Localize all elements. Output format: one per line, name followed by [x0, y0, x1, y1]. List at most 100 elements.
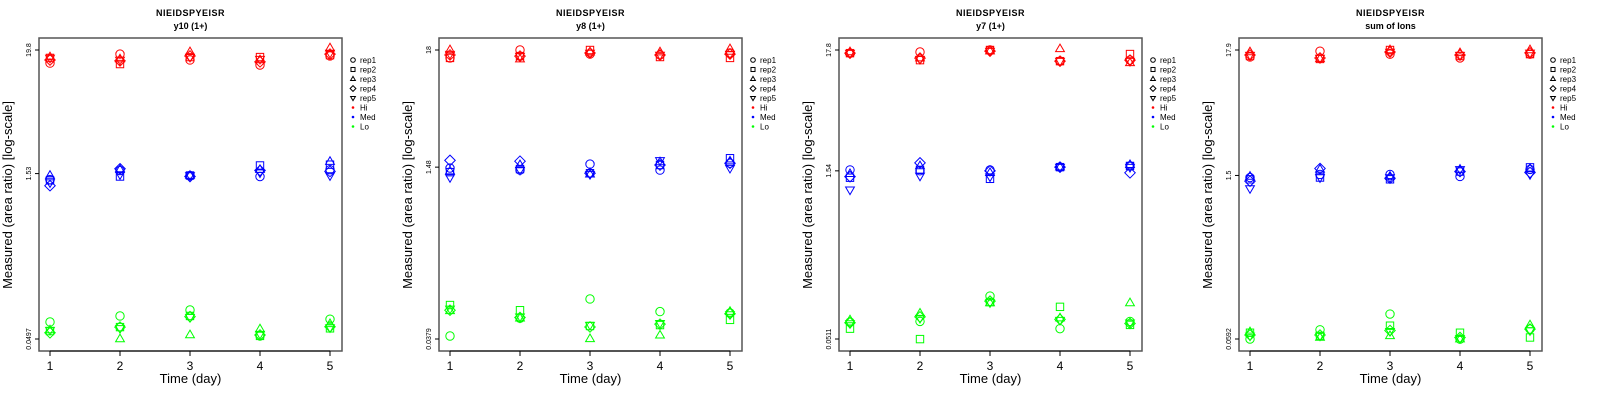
- diamond-icon: [1149, 84, 1157, 93]
- legend-label-rep4: rep4: [1560, 85, 1577, 94]
- triangle-down-icon: [349, 96, 357, 102]
- data-point-hi-rep5: [914, 55, 926, 65]
- data-point-lo-rep5: [1524, 327, 1536, 337]
- data-point-lo-rep5: [1244, 332, 1256, 342]
- circle-icon: [1550, 57, 1556, 63]
- data-point-hi-rep5: [1244, 51, 1256, 61]
- data-point-lo-rep5: [844, 320, 856, 330]
- plot-frame: [1238, 37, 1543, 352]
- data-point-lo-rep5: [324, 324, 336, 334]
- triangle-up-icon: [1549, 75, 1557, 81]
- data-point-lo-rep5: [254, 330, 266, 340]
- diamond-icon: [1549, 84, 1557, 93]
- data-point-med-rep4: [514, 155, 526, 168]
- chart-subtitle: y10 (1+): [174, 21, 208, 31]
- legend-label-rep2: rep2: [1560, 66, 1577, 75]
- data-point-lo-rep5: [654, 320, 666, 330]
- legend-label-rep3: rep3: [760, 75, 777, 84]
- data-point-lo-rep5: [1054, 316, 1066, 326]
- data-point-med-rep1: [1245, 172, 1255, 183]
- data-point-hi-rep2: [445, 53, 455, 63]
- plot-frame: [38, 37, 343, 352]
- data-point-lo-rep1: [1315, 325, 1325, 335]
- data-point-lo-rep5: [1314, 332, 1326, 342]
- legend-label-rep2: rep2: [360, 66, 377, 75]
- data-point-hi-rep1: [185, 55, 195, 65]
- data-point-med-rep1: [445, 163, 455, 173]
- data-point-med-rep4: [254, 164, 266, 177]
- legend-label-rep5: rep5: [1560, 94, 1577, 103]
- data-point-hi-rep3: [444, 44, 456, 54]
- data-point-lo-rep3: [844, 314, 856, 324]
- data-point-med-rep3: [444, 165, 456, 175]
- legend-label-lo: Lo: [1560, 123, 1569, 132]
- x-tick-label: 5: [727, 359, 734, 373]
- legend-label-lo: Lo: [360, 123, 369, 132]
- data-point-lo-rep5: [584, 321, 596, 331]
- legend-label-rep5: rep5: [1160, 94, 1177, 103]
- data-point-med-rep1: [1125, 161, 1135, 171]
- circle-icon: [1150, 57, 1156, 63]
- data-point-med-rep5: [914, 172, 926, 182]
- data-point-med-rep4: [444, 154, 456, 167]
- y-tick-label: 1.54: [826, 164, 833, 178]
- data-point-hi-rep2: [115, 59, 125, 69]
- data-point-med-rep2: [845, 173, 855, 182]
- y-tick-label: 0.0497: [26, 328, 33, 350]
- dot-icon: [1151, 115, 1155, 119]
- data-point-med-rep1: [325, 164, 335, 175]
- x-tick-label: 3: [987, 359, 994, 373]
- x-tick-label: 3: [587, 359, 594, 373]
- triangle-up-icon: [1149, 75, 1157, 81]
- chart-title: NIEIDSPYEISR: [556, 8, 625, 18]
- data-point-hi-rep2: [1055, 56, 1065, 66]
- data-point-hi-rep1: [1125, 55, 1135, 65]
- x-tick-label: 4: [657, 359, 664, 373]
- y-tick-label: 1.53: [26, 167, 33, 181]
- data-point-lo-rep2: [1455, 328, 1465, 337]
- data-point-lo-rep3: [1244, 326, 1256, 336]
- data-point-hi-rep3: [1054, 43, 1066, 53]
- data-point-med-rep3: [184, 169, 196, 179]
- data-point-lo-rep2: [915, 334, 925, 344]
- x-axis-label: Time (day): [960, 371, 1022, 386]
- legend-label-rep1: rep1: [360, 56, 377, 65]
- data-point-lo-rep1: [585, 294, 595, 304]
- data-point-med-rep5: [654, 157, 666, 167]
- x-tick-label: 1: [1247, 359, 1254, 373]
- diamond-icon: [749, 84, 757, 93]
- square-icon: [1550, 66, 1556, 73]
- x-tick-label: 4: [1457, 359, 1464, 373]
- y-tick-label: 0.0592: [1226, 328, 1233, 350]
- x-tick-label: 2: [117, 359, 124, 373]
- y-axis-label: Measured (area ratio) [log-scale]: [0, 101, 15, 289]
- data-point-hi-rep5: [514, 52, 526, 62]
- data-point-hi-rep3: [1244, 46, 1256, 56]
- dot-icon: [1151, 125, 1155, 128]
- data-point-hi-rep5: [1124, 57, 1136, 67]
- data-point-med-rep2: [725, 154, 735, 163]
- legend-label-lo: Lo: [1160, 123, 1169, 132]
- data-point-lo-rep5: [914, 314, 926, 324]
- legend-label-rep1: rep1: [760, 56, 777, 65]
- dot-icon: [1551, 115, 1555, 119]
- dot-icon: [351, 115, 355, 119]
- data-point-hi-rep5: [114, 56, 126, 66]
- data-point-hi-rep5: [184, 53, 196, 63]
- legend-label-hi: Hi: [760, 104, 768, 113]
- data-point-hi-rep4: [44, 54, 56, 66]
- chart-panel-4: NIEIDSPYEISR sum of Ions 0.0592 1.5 17.9 Meas…: [1200, 8, 1577, 386]
- data-point-hi-rep3: [844, 46, 856, 56]
- dot-icon: [1551, 125, 1555, 128]
- plot-frame: [838, 37, 1143, 352]
- x-tick-label: 5: [1527, 359, 1534, 373]
- data-point-hi-rep5: [44, 54, 56, 64]
- data-point-lo-rep1: [185, 305, 195, 315]
- plot-frame: [438, 37, 743, 352]
- data-point-med-rep4: [984, 164, 996, 177]
- data-point-hi-rep5: [724, 50, 736, 60]
- legend-label-rep4: rep4: [360, 85, 377, 94]
- data-point-med-rep3: [1054, 161, 1066, 171]
